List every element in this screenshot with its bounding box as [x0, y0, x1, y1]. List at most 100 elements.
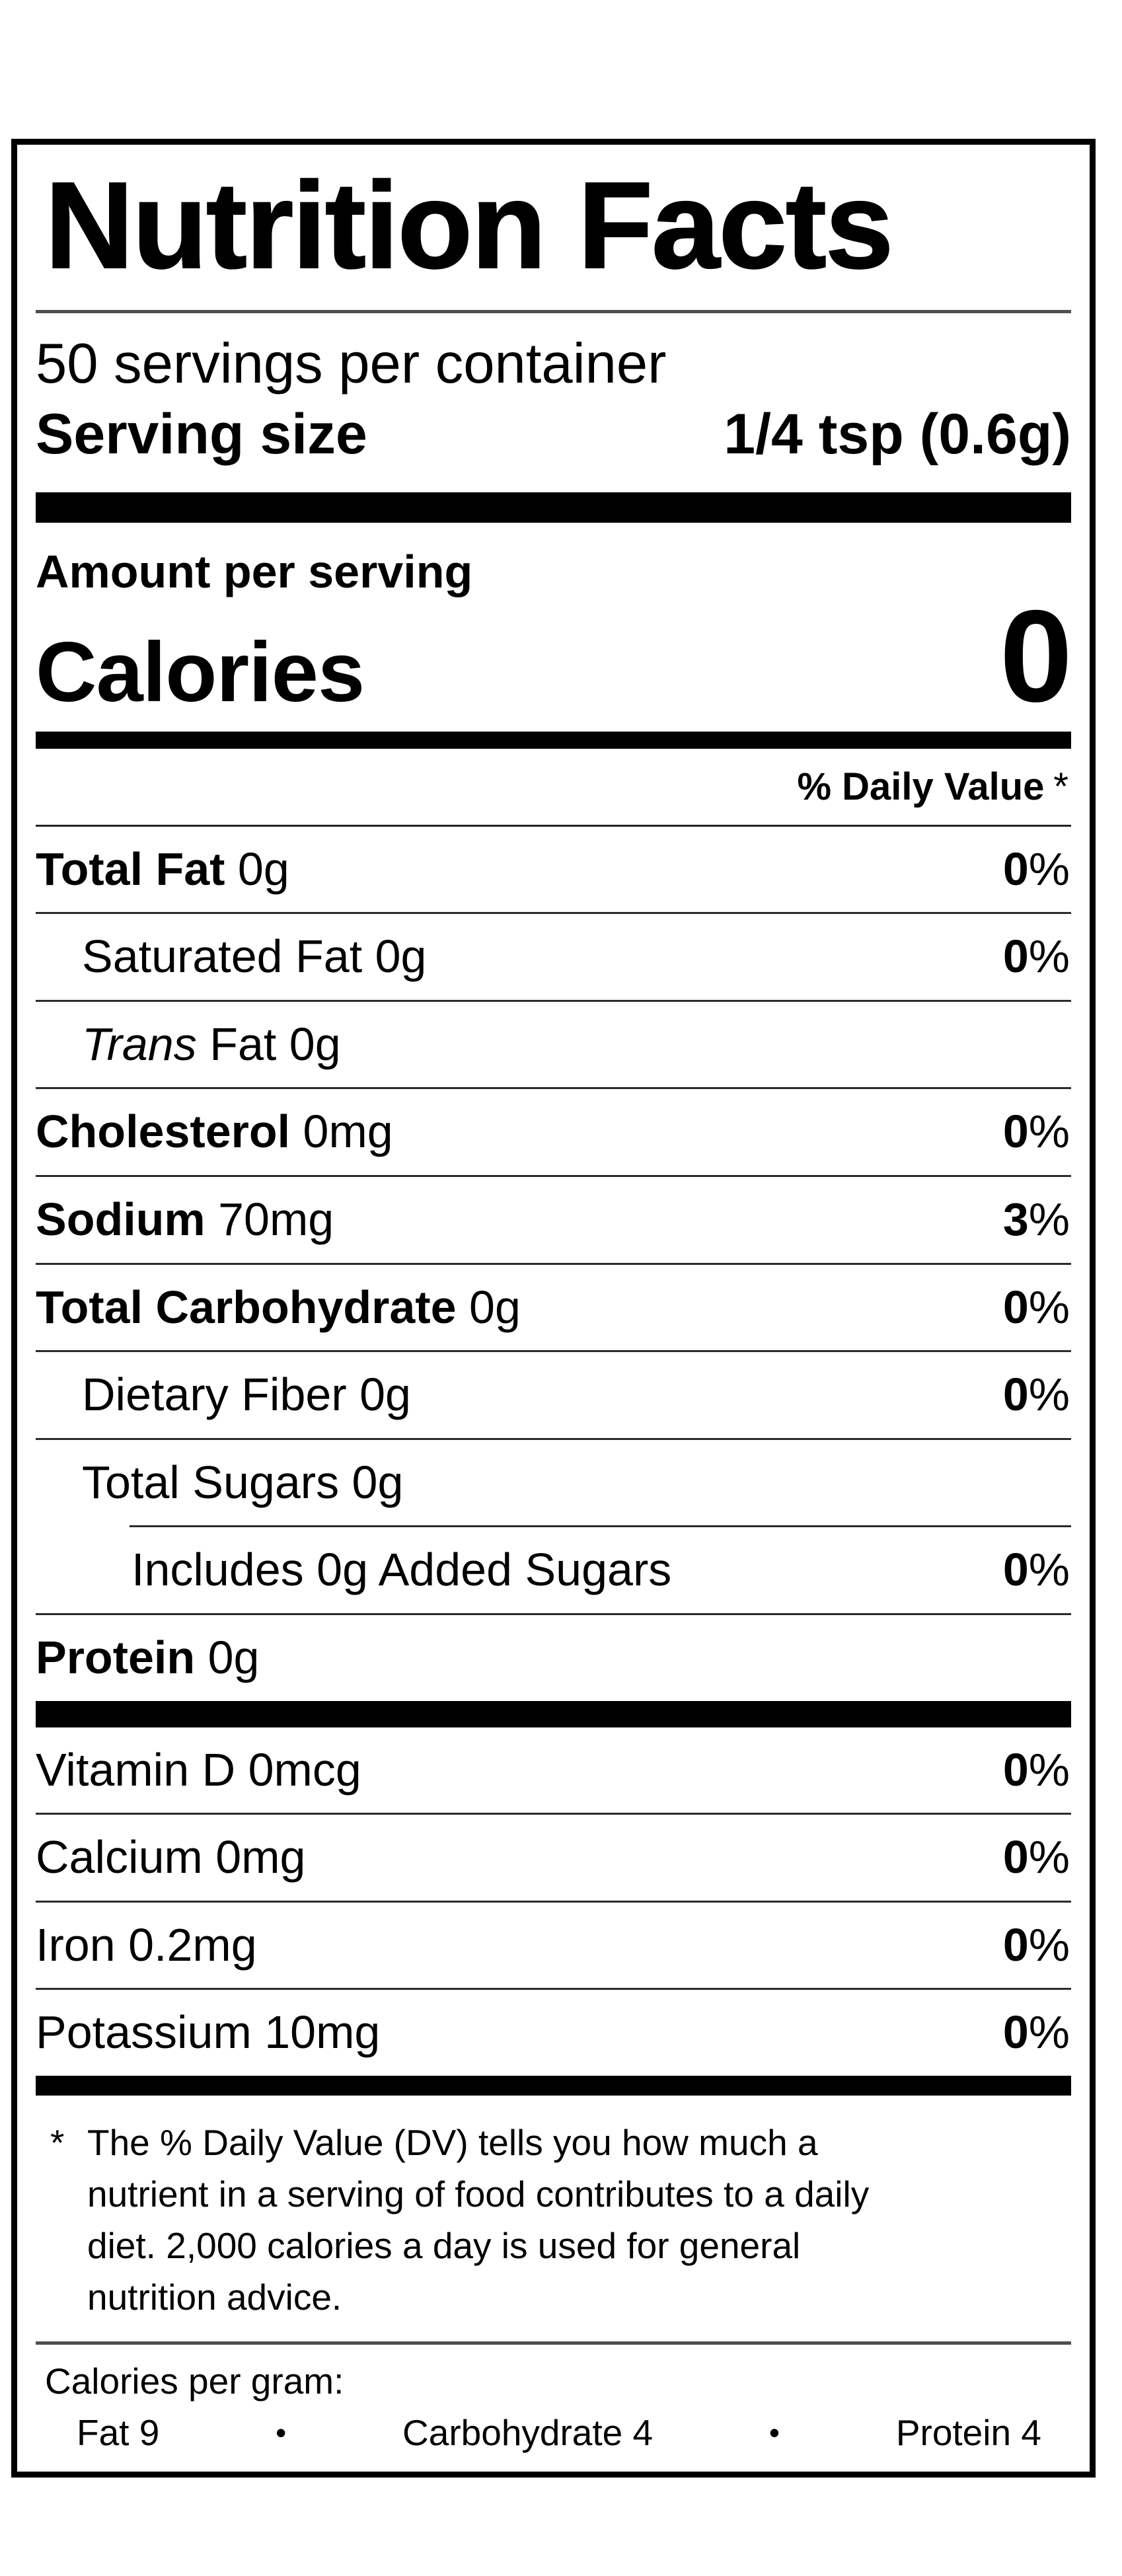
serving-size-row: Serving size 1/4 tsp (0.6g)	[36, 402, 1071, 467]
nutrition-facts-label: Nutrition Facts 50 servings per containe…	[11, 139, 1096, 2478]
bullet-separator: •	[276, 2415, 287, 2450]
nutrient-name: Cholesterol 0mg	[36, 1107, 393, 1157]
dv-number: 0	[1002, 1743, 1029, 1796]
calories-per-gram-item: Protein 4	[895, 2412, 1041, 2454]
dv-percent-sign: %	[1028, 1831, 1070, 1883]
dv-percent-sign: %	[1028, 1281, 1070, 1333]
dv-percent-sign: %	[1028, 1743, 1070, 1796]
nutrient-row: Trans Fat 0g	[36, 999, 1071, 1088]
nutrient-daily-value: 0%	[1002, 1281, 1071, 1333]
dv-number: 0	[1002, 1281, 1029, 1333]
calories-per-gram-item: Carbohydrate 4	[402, 2412, 654, 2454]
micronutrient-row: Potassium 10mg 0%	[36, 1988, 1071, 2076]
nutrient-name: Saturated Fat 0g	[82, 930, 427, 983]
dv-percent-sign: %	[1028, 843, 1070, 895]
calories-value: 0	[999, 582, 1072, 729]
dv-number: 0	[1002, 1369, 1029, 1421]
calories-per-gram-heading: Calories per gram:	[45, 2361, 344, 2402]
nutrient-name: Dietary Fiber 0g	[82, 1369, 411, 1421]
nutrient-name-part: Total Sugars 0g	[82, 1456, 404, 1508]
thick-bar-vitamins	[36, 2075, 1071, 2096]
nutrient-row: Sodium 70mg 3%	[36, 1175, 1071, 1263]
thick-bar-top	[36, 492, 1071, 523]
nutrient-name-part: Includes 0g Added Sugars	[131, 1544, 672, 1596]
nutrient-row: Protein 0g	[36, 1612, 1071, 1701]
nutrient-row: Cholesterol 0mg 0%	[36, 1087, 1071, 1175]
dv-number: 3	[1002, 1193, 1029, 1246]
nutrient-name-part: 0g	[456, 1281, 521, 1333]
nutrient-daily-value: 0%	[1002, 1369, 1071, 1421]
nutrient-row: Saturated Fat 0g 0%	[36, 912, 1071, 1000]
nutrient-rows: Total Fat 0g 0% Saturated Fat 0g 0% Trans Fa…	[36, 827, 1071, 1701]
nutrient-name: Includes 0g Added Sugars	[131, 1545, 671, 1595]
nutrient-name: Protein 0g	[36, 1632, 259, 1683]
nutrient-daily-value: 0%	[1002, 930, 1071, 983]
label-title: Nutrition Facts	[44, 157, 894, 294]
nutrient-name: Total Sugars 0g	[82, 1456, 404, 1508]
nutrient-daily-value: 3%	[1002, 1193, 1071, 1246]
dv-number: 0	[1002, 1106, 1029, 1158]
nutrient-name-part: Total Carbohydrate	[36, 1281, 457, 1333]
nutrient-name-part: 70mg	[205, 1193, 334, 1246]
nutrient-name-part: Total Fat	[36, 843, 225, 895]
nutrient-daily-value: 0%	[1003, 1107, 1071, 1157]
calories-divider-bar	[36, 731, 1071, 749]
indented-divider	[130, 1525, 1071, 1528]
dv-percent-sign: %	[1028, 1106, 1070, 1158]
daily-value-header-text: % Daily Value	[797, 765, 1045, 808]
nutrient-daily-value: 0%	[1003, 1831, 1071, 1883]
nutrient-daily-value: 0%	[1003, 1745, 1071, 1796]
micronutrient-rows: Vitamin D 0mcg 0% Calcium 0mg 0% Iron 0.2mg 0…	[36, 1727, 1071, 2076]
nutrient-name-part: Cholesterol	[36, 1106, 291, 1158]
micronutrient-row: Vitamin D 0mcg 0%	[36, 1727, 1071, 1813]
dv-number: 0	[1002, 930, 1029, 983]
nutrient-daily-value: 0%	[1003, 2008, 1071, 2058]
micronutrient-row: Calcium 0mg 0%	[36, 1813, 1071, 1901]
thick-bar-protein	[36, 1700, 1071, 1727]
daily-value-asterisk: *	[1053, 765, 1068, 808]
nutrient-name-part: 0g	[225, 843, 289, 895]
serving-size-label: Serving size	[36, 402, 367, 466]
micronutrient-name: Calcium 0mg	[36, 1831, 306, 1883]
micronutrient-name: Vitamin D 0mcg	[36, 1743, 361, 1796]
dv-number: 0	[1002, 843, 1029, 895]
dv-percent-sign: %	[1028, 1544, 1070, 1596]
nutrient-row: Total Sugars 0g	[36, 1437, 1071, 1526]
footnote-divider	[36, 2341, 1071, 2345]
nutrient-name: Sodium 70mg	[36, 1193, 334, 1246]
micronutrient-row: Iron 0.2mg 0%	[36, 1900, 1071, 1989]
nutrient-name-part: Fat 0g	[196, 1018, 341, 1070]
micronutrient-name: Iron 0.2mg	[36, 1918, 257, 1971]
dv-number: 0	[1002, 1918, 1029, 1971]
dv-percent-sign: %	[1028, 2006, 1070, 2059]
nutrient-row: Total Carbohydrate 0g 0%	[36, 1262, 1071, 1351]
nutrient-name: Total Fat 0g	[36, 843, 289, 895]
footnote: * The % Daily Value (DV) tells you how m…	[36, 2096, 1071, 2341]
micronutrient-name: Potassium 10mg	[36, 2006, 381, 2059]
nutrient-name-part: Sodium	[36, 1193, 206, 1246]
nutrient-daily-value: 0%	[1003, 1920, 1071, 1971]
title-divider	[36, 310, 1071, 313]
servings-per-container: 50 servings per container	[36, 332, 667, 395]
amount-per-serving-label: Amount per serving	[36, 545, 473, 597]
nutrient-daily-value: 0%	[1003, 1545, 1071, 1595]
serving-size-value: 1/4 tsp (0.6g)	[724, 402, 1071, 466]
nutrient-name: Trans Fat 0g	[82, 1018, 341, 1070]
nutrient-name: Total Carbohydrate 0g	[36, 1281, 521, 1333]
dv-percent-sign: %	[1028, 930, 1070, 983]
footnote-marker: *	[50, 2121, 65, 2163]
dv-percent-sign: %	[1028, 1918, 1070, 1971]
dv-percent-sign: %	[1028, 1369, 1070, 1421]
dv-percent-sign: %	[1028, 1193, 1070, 1246]
nutrient-row: Dietary Fiber 0g 0%	[36, 1350, 1071, 1438]
dv-number: 0	[1002, 2006, 1029, 2059]
daily-value-header: % Daily Value *	[36, 749, 1071, 827]
bullet-separator: •	[768, 2415, 780, 2450]
calories-per-gram-row: Fat 9 • Carbohydrate 4 • Protein 4	[36, 2411, 1071, 2472]
calories-per-gram-item: Fat 9	[77, 2412, 160, 2454]
nutrient-name-part: 0mg	[290, 1106, 393, 1158]
nutrient-daily-value: 0%	[1002, 843, 1071, 895]
nutrient-name-part: Saturated Fat 0g	[82, 930, 427, 983]
nutrient-name-part: Dietary Fiber 0g	[82, 1369, 411, 1421]
